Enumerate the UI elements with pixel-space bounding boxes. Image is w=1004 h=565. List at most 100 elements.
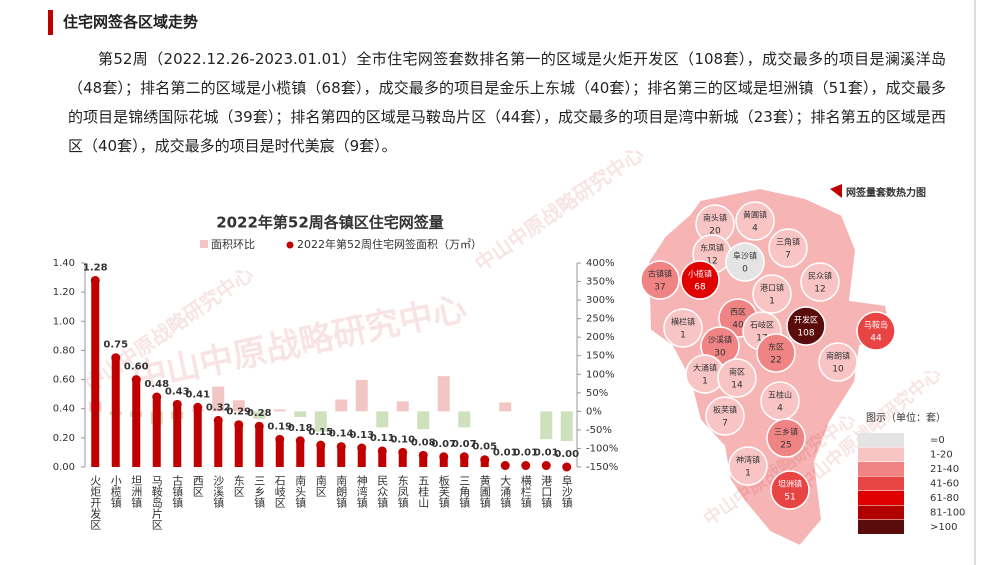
data-label: 0.28	[247, 408, 272, 419]
region-name: 沙溪镇	[708, 335, 732, 345]
summary-text: 第52周（2022.12.26-2023.01.01）全市住宅网签套数排名第一的…	[68, 50, 946, 155]
map-legend-swatch	[858, 447, 904, 462]
map-legend-label: 1-20	[930, 450, 953, 461]
region-name: 马鞍岛	[864, 320, 888, 330]
x-tick-label: 小榄镇	[109, 475, 122, 509]
area-bar-cap	[254, 421, 264, 431]
region-name: 南区	[729, 367, 745, 377]
area-bar	[460, 456, 469, 467]
legend-swatch	[286, 241, 294, 249]
map-legend-swatch	[858, 520, 904, 534]
x-tick-label: 横栏镇	[519, 474, 532, 509]
map-legend-label: 21-40	[930, 464, 959, 475]
y-tick-label: 1.20	[53, 287, 75, 298]
area-bar-cap	[459, 452, 469, 462]
region-value: 4	[777, 404, 783, 414]
region-value: 40	[732, 321, 744, 331]
data-label: 0.00	[554, 449, 579, 460]
data-label: 0.14	[329, 429, 354, 440]
map-legend-label: 61-80	[930, 493, 959, 504]
y2-tick-label: -150%	[586, 462, 618, 473]
y-tick-label: 1.40	[53, 258, 75, 269]
area-bar-cap	[316, 440, 326, 450]
y2-tick-label: 200%	[586, 332, 615, 343]
x-tick-label: 火炬开发区	[89, 475, 102, 530]
region-name: 坦洲镇	[778, 479, 802, 489]
map-title-icon	[830, 184, 842, 198]
region-name: 黄圃镇	[743, 210, 767, 220]
region-value: 20	[709, 227, 721, 237]
region-name: 横栏镇	[671, 317, 695, 327]
area-bar	[398, 452, 407, 467]
region-name: 东区	[768, 342, 784, 352]
region-value: 0	[742, 265, 748, 275]
map-region	[786, 306, 826, 346]
area-bar	[173, 404, 182, 467]
area-bar	[296, 440, 305, 467]
x-tick-label: 阜沙镇	[560, 475, 573, 509]
data-label: 1.28	[83, 262, 108, 273]
area-bar-cap	[213, 415, 223, 425]
map-legend-swatch	[858, 505, 904, 520]
map-region	[768, 228, 808, 268]
region-value: 68	[694, 283, 706, 293]
area-bar-cap	[398, 447, 408, 457]
data-label: 0.41	[185, 389, 210, 400]
map-region	[725, 242, 765, 282]
x-tick-label: 三角镇	[458, 475, 471, 509]
region-value: 10	[832, 365, 844, 375]
change-bar	[437, 376, 450, 412]
x-tick-label: 南头镇	[294, 475, 307, 509]
area-bar	[111, 357, 120, 467]
y2-tick-label: 0%	[586, 406, 602, 417]
region-value: 1	[769, 297, 775, 307]
change-bar	[335, 399, 348, 412]
watermark: 中山中原战略研究中心	[470, 142, 648, 276]
x-tick-label: 坦洲镇	[130, 474, 143, 509]
area-bar-cap	[172, 399, 182, 409]
data-label: 0.32	[206, 402, 231, 413]
area-bar-cap	[131, 375, 141, 385]
map-legend-label: >100	[930, 522, 957, 533]
region-name: 民众镇	[808, 271, 832, 281]
data-label: 0.08	[411, 437, 436, 448]
x-tick-label: 黄圃镇	[478, 474, 491, 509]
region-name: 神湾镇	[736, 455, 760, 465]
area-bar	[439, 456, 448, 467]
x-tick-label: 五桂山	[417, 475, 430, 508]
map-title: 网签量套数热力图	[846, 186, 926, 199]
area-bar-cap	[90, 275, 100, 285]
region-value: 22	[770, 356, 781, 366]
x-tick-label: 沙溪镇	[212, 475, 225, 509]
y2-tick-label: 150%	[586, 351, 615, 362]
data-label: 0.01	[513, 448, 538, 459]
change-bar	[376, 411, 389, 428]
area-bar-cap	[480, 455, 490, 465]
map-region	[800, 262, 840, 302]
region-value: 25	[780, 441, 791, 451]
y2-tick-label: 100%	[586, 369, 615, 380]
change-bar	[458, 411, 471, 428]
data-label: 0.43	[165, 386, 190, 397]
map-region	[766, 418, 806, 458]
map-legend-title: 图示（单位：套）	[866, 411, 946, 424]
section-title: 住宅网签各区域走势	[48, 10, 198, 35]
data-label: 0.01	[534, 448, 559, 459]
area-bar-cap	[193, 402, 203, 412]
legend-label: 2022年第52周住宅网签面积（万㎡）	[297, 237, 482, 251]
y-tick-label: 0.40	[53, 404, 75, 415]
region-value: 51	[784, 493, 795, 503]
region-name: 南朗镇	[826, 351, 850, 361]
x-tick-label: 板芙镇	[437, 474, 450, 509]
change-bar	[499, 402, 512, 412]
region-value: 17	[756, 334, 767, 344]
change-bar	[273, 409, 286, 412]
map-region	[770, 470, 810, 510]
map-legend-swatch	[858, 433, 904, 447]
y2-tick-label: 300%	[586, 295, 615, 306]
x-tick-label: 西区	[191, 475, 204, 497]
area-bar	[91, 280, 100, 467]
change-bar	[212, 386, 225, 412]
area-bar	[214, 420, 223, 467]
map-region	[818, 342, 858, 382]
